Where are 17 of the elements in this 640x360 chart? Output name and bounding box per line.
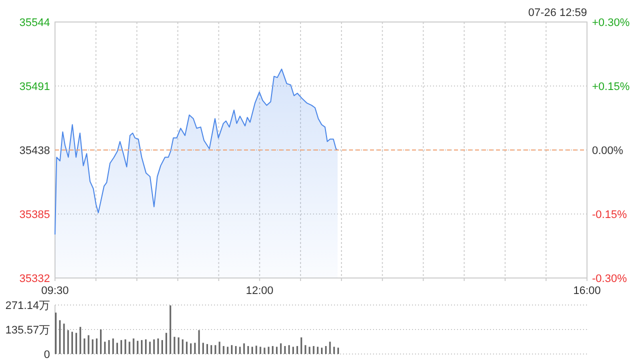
y-tick-label: 0 — [44, 349, 50, 360]
y2-tick-label: 0.00% — [592, 145, 624, 157]
y2-tick-label: -0.15% — [592, 209, 628, 221]
y2-tick-label: +0.30% — [592, 17, 630, 29]
y-tick-label: 35385 — [19, 209, 50, 221]
y2-tick-label: -0.30% — [592, 273, 628, 285]
y-tick-label: 35544 — [19, 17, 50, 29]
x-tick-label: 09:30 — [41, 285, 69, 297]
y2-tick-label: +0.15% — [592, 81, 630, 93]
x-tick-label: 16:00 — [573, 285, 601, 297]
text: 07-26 12:59 — [528, 7, 587, 19]
y-tick-label: 35438 — [19, 145, 50, 157]
x-tick-label: 12:00 — [246, 285, 274, 297]
y-tick-label: 271.14万 — [5, 300, 50, 312]
y-tick-label: 35491 — [19, 81, 50, 93]
y-tick-label: 35332 — [19, 273, 50, 285]
y-tick-label: 135.57万 — [5, 324, 50, 336]
